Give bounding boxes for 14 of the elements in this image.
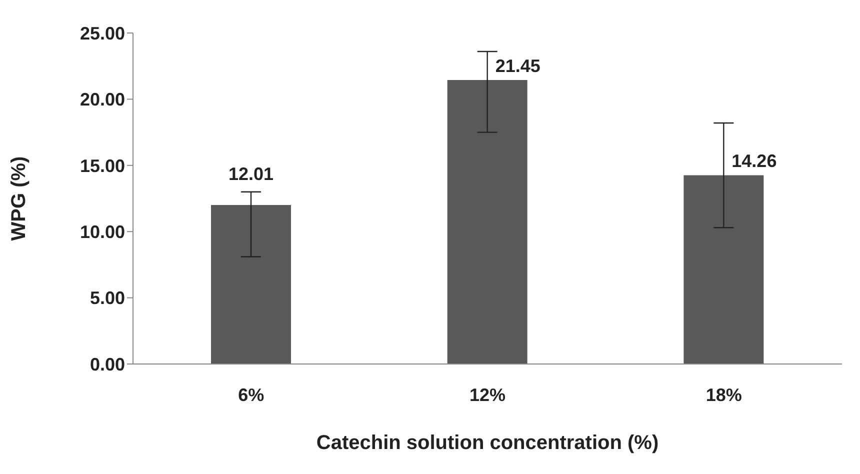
- data-label: 12.01: [228, 164, 274, 184]
- x-tick-label: 18%: [706, 384, 742, 405]
- x-tick-label: 6%: [238, 384, 264, 405]
- y-tick-label: 25.00: [80, 23, 125, 44]
- data-label: 21.45: [495, 56, 540, 76]
- x-tick-label: 12%: [469, 384, 506, 405]
- y-tick-label: 10.00: [80, 222, 125, 242]
- y-axis-title: WPG (%): [8, 156, 30, 241]
- data-label: 14.26: [732, 151, 777, 172]
- y-tick-label: 20.00: [80, 90, 125, 110]
- y-tick-label: 15.00: [80, 156, 125, 176]
- x-axis-title: Catechin solution concentration (%): [316, 432, 659, 454]
- y-tick-label: 0.00: [90, 354, 125, 374]
- y-tick-label: 5.00: [90, 288, 125, 308]
